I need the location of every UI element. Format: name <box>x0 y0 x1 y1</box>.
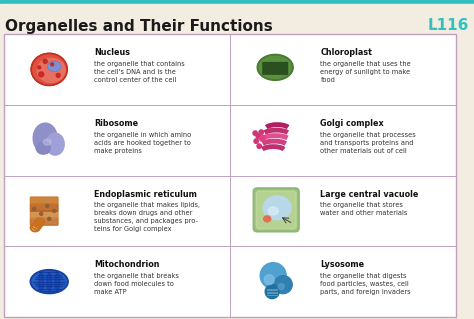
FancyBboxPatch shape <box>256 191 296 229</box>
FancyBboxPatch shape <box>268 63 273 66</box>
Text: the organelle that digests
food particles, wastes, cell
parts, and foreign invad: the organelle that digests food particle… <box>320 273 411 295</box>
FancyBboxPatch shape <box>283 70 288 74</box>
Circle shape <box>278 284 284 290</box>
Circle shape <box>53 209 56 212</box>
Text: Large central vacuole: Large central vacuole <box>320 190 419 199</box>
Ellipse shape <box>43 139 51 145</box>
Bar <box>0 0 474 4</box>
FancyBboxPatch shape <box>4 34 456 317</box>
Ellipse shape <box>263 196 291 220</box>
Text: the organelle that processes
and transports proteins and
other materials out of : the organelle that processes and transpo… <box>320 132 416 154</box>
Circle shape <box>254 139 258 143</box>
Circle shape <box>33 207 36 210</box>
Text: Nucleus: Nucleus <box>94 48 130 57</box>
Text: Chloroplast: Chloroplast <box>320 48 372 57</box>
FancyBboxPatch shape <box>283 67 288 70</box>
Circle shape <box>38 66 41 69</box>
Ellipse shape <box>268 207 278 215</box>
FancyBboxPatch shape <box>273 70 277 74</box>
Circle shape <box>265 285 279 299</box>
Text: the organelle in which amino
acids are hooked together to
make proteins: the organelle in which amino acids are h… <box>94 132 191 154</box>
Circle shape <box>257 144 261 148</box>
FancyBboxPatch shape <box>263 67 267 70</box>
Text: the organelle that breaks
down food molecules to
make ATP: the organelle that breaks down food mole… <box>94 273 179 295</box>
Text: Endoplasmic reticulum: Endoplasmic reticulum <box>94 190 197 199</box>
Circle shape <box>46 204 49 207</box>
FancyBboxPatch shape <box>283 63 288 66</box>
FancyBboxPatch shape <box>30 211 58 218</box>
FancyBboxPatch shape <box>278 63 283 66</box>
Text: the organelle that makes lipids,
breaks down drugs and other
substances, and pac: the organelle that makes lipids, breaks … <box>94 202 201 232</box>
Ellipse shape <box>48 61 61 71</box>
Circle shape <box>56 73 60 78</box>
FancyBboxPatch shape <box>30 197 58 204</box>
Ellipse shape <box>55 273 60 291</box>
Ellipse shape <box>259 56 291 78</box>
Ellipse shape <box>39 273 44 291</box>
Circle shape <box>259 130 264 134</box>
Text: the organelle that contains
the cell's DNA and is the
control center of the cell: the organelle that contains the cell's D… <box>94 61 185 83</box>
Circle shape <box>43 59 47 63</box>
FancyBboxPatch shape <box>253 188 299 232</box>
Text: Golgi complex: Golgi complex <box>320 119 384 128</box>
Ellipse shape <box>264 216 271 222</box>
Circle shape <box>264 275 274 285</box>
Ellipse shape <box>47 273 52 291</box>
Ellipse shape <box>49 63 60 70</box>
Ellipse shape <box>36 142 50 154</box>
Text: Ribosome: Ribosome <box>94 119 138 128</box>
Text: L116: L116 <box>428 19 469 33</box>
Text: the organelle that uses the
energy of sunlight to make
food: the organelle that uses the energy of su… <box>320 61 411 83</box>
FancyBboxPatch shape <box>278 70 283 74</box>
Text: Lysosome: Lysosome <box>320 260 365 270</box>
Circle shape <box>274 276 292 293</box>
FancyBboxPatch shape <box>30 218 58 225</box>
Text: the organelle that stores
water and other materials: the organelle that stores water and othe… <box>320 202 408 216</box>
Circle shape <box>260 263 286 289</box>
Text: Mitochondrion: Mitochondrion <box>94 260 160 270</box>
Ellipse shape <box>257 54 293 80</box>
Circle shape <box>259 135 265 141</box>
FancyBboxPatch shape <box>30 204 58 211</box>
Circle shape <box>51 63 54 66</box>
Circle shape <box>40 212 43 215</box>
Ellipse shape <box>37 58 65 82</box>
Bar <box>0 4 474 32</box>
Ellipse shape <box>30 270 68 293</box>
Circle shape <box>39 72 44 77</box>
Circle shape <box>256 134 260 138</box>
Circle shape <box>48 217 51 220</box>
FancyBboxPatch shape <box>273 63 277 66</box>
FancyBboxPatch shape <box>263 63 267 66</box>
Ellipse shape <box>31 53 67 85</box>
FancyBboxPatch shape <box>268 70 273 74</box>
Circle shape <box>253 131 257 135</box>
Text: Organelles and Their Functions: Organelles and Their Functions <box>5 19 273 33</box>
Ellipse shape <box>32 271 66 292</box>
FancyBboxPatch shape <box>278 67 283 70</box>
Ellipse shape <box>46 133 64 155</box>
FancyBboxPatch shape <box>263 70 267 74</box>
FancyBboxPatch shape <box>273 67 277 70</box>
Ellipse shape <box>33 123 57 153</box>
FancyBboxPatch shape <box>268 67 273 70</box>
